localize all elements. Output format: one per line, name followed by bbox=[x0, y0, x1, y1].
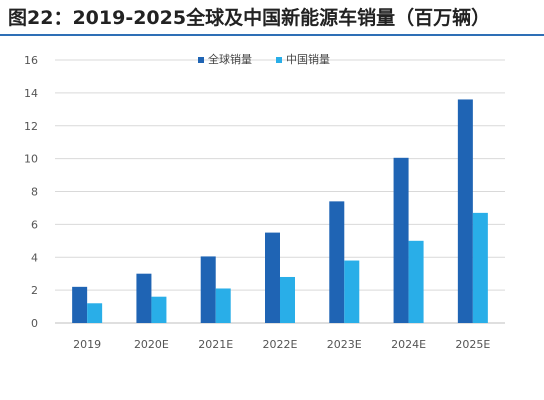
legend: 全球销量 中国销量 bbox=[198, 52, 330, 66]
bar-china-sales bbox=[87, 303, 103, 323]
bar-global-sales bbox=[200, 256, 216, 323]
legend-swatch-global bbox=[198, 57, 204, 63]
bar-china-sales bbox=[280, 276, 295, 323]
bar-global-sales bbox=[265, 232, 280, 323]
y-tick-label: 12 bbox=[24, 120, 38, 133]
y-tick-label: 10 bbox=[24, 153, 38, 166]
bar-global-sales bbox=[136, 273, 152, 323]
y-tick-label: 6 bbox=[31, 218, 38, 231]
bar-china-sales bbox=[472, 212, 488, 323]
bar-global-sales bbox=[393, 157, 409, 323]
bar-china-sales bbox=[215, 288, 231, 323]
x-tick-label: 2021E bbox=[198, 338, 233, 351]
chart-title: 图22：2019-2025全球及中国新能源车销量（百万辆） bbox=[8, 7, 491, 29]
legend-swatch-china bbox=[276, 57, 282, 63]
x-tick-label: 2019 bbox=[73, 338, 101, 351]
bar-global-sales bbox=[72, 286, 88, 323]
x-tick-label: 2022E bbox=[263, 338, 298, 351]
title-divider bbox=[0, 34, 544, 36]
bar-global-sales bbox=[329, 201, 345, 323]
y-tick-label: 2 bbox=[31, 284, 38, 297]
y-tick-label: 14 bbox=[24, 87, 38, 100]
x-tick-label: 2020E bbox=[134, 338, 169, 351]
legend-label-china: 中国销量 bbox=[286, 52, 330, 66]
x-tick-label: 2024E bbox=[391, 338, 426, 351]
bar-global-sales bbox=[457, 99, 473, 323]
x-tick-label: 2023E bbox=[327, 338, 362, 351]
legend-label-global: 全球销量 bbox=[208, 52, 252, 66]
y-tick-label: 16 bbox=[24, 54, 38, 67]
bar-china-sales bbox=[151, 296, 167, 323]
y-tick-label: 4 bbox=[31, 251, 38, 264]
y-axis-ticks: 0 2 4 6 8 10 12 14 16 bbox=[24, 54, 38, 330]
bar-china-sales bbox=[344, 260, 360, 323]
y-tick-label: 8 bbox=[31, 186, 38, 199]
bar-china-sales bbox=[408, 240, 424, 323]
x-axis-ticks: 2019 2020E 2021E 2022E 2023E 2024E 2025E bbox=[73, 338, 490, 351]
chart-frame: 0 2 4 6 8 10 12 14 16 2019 2020E 2021E 2022E 2023E 20… bbox=[0, 42, 544, 394]
x-tick-label: 2025E bbox=[455, 338, 490, 351]
bars bbox=[72, 99, 488, 323]
y-tick-label: 0 bbox=[31, 317, 38, 330]
